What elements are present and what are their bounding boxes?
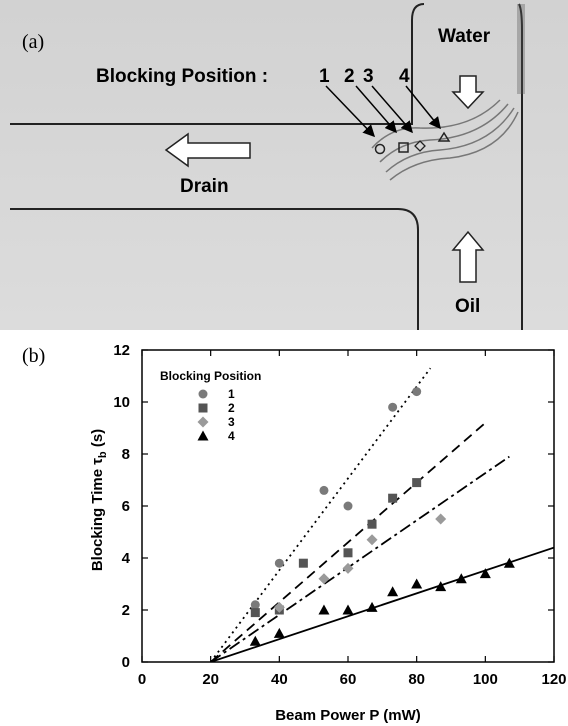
y-tick-label: 10 [113, 394, 130, 411]
data-point-series-3 [342, 562, 354, 574]
fit-line-series-2 [210, 422, 486, 662]
y-axis-label-unit: (s) [89, 429, 106, 452]
blocking-position-markers [374, 131, 451, 155]
position-label-4: 4 [399, 66, 410, 87]
panel-b-label: (b) [22, 345, 45, 367]
legend-label-series-4: 4 [228, 429, 235, 443]
data-point-series-4 [318, 604, 330, 615]
data-point-series-4 [249, 635, 261, 646]
y-tick-label: 8 [122, 446, 130, 463]
data-markers [249, 387, 515, 646]
y-axis-label: Blocking Time τb (s) [89, 429, 109, 571]
x-tick-label: 60 [340, 671, 357, 688]
data-point-series-1 [250, 600, 260, 610]
panel-a-label: (a) [22, 31, 44, 53]
position-3-diamond-marker [414, 140, 426, 152]
position-2-square-marker [398, 142, 409, 153]
data-point-series-2 [388, 493, 398, 503]
data-point-series-2 [367, 519, 377, 529]
data-point-series-1 [319, 485, 329, 495]
position-4-triangle-marker [437, 131, 451, 142]
data-point-series-2 [343, 548, 353, 558]
y-tick-label: 6 [122, 498, 130, 515]
data-point-series-1 [343, 501, 353, 511]
y-tick-label: 0 [122, 654, 130, 671]
oil-up-arrow [451, 230, 485, 283]
data-point-series-4 [342, 604, 354, 615]
fit-lines [209, 367, 554, 662]
legend-marker-series-4 [197, 430, 209, 441]
position-pointer-arrows [325, 85, 441, 138]
y-tick-label: 12 [113, 342, 130, 359]
x-tick-label: 0 [138, 671, 146, 688]
y-tick-label: 2 [122, 602, 130, 619]
drain-left-arrow [164, 132, 251, 168]
data-point-series-4 [387, 586, 399, 597]
data-point-series-1 [388, 402, 398, 412]
data-point-series-1 [412, 387, 422, 397]
x-tick-label: 40 [271, 671, 288, 688]
data-point-series-2 [298, 558, 308, 568]
position-label-2: 2 [344, 66, 355, 87]
data-point-series-4 [479, 568, 491, 579]
droplet-interfaces [371, 99, 519, 181]
data-point-series-4 [366, 601, 378, 612]
legend-marker-series-1 [198, 389, 208, 399]
water-down-arrow [451, 75, 485, 110]
x-tick-label: 20 [202, 671, 219, 688]
y-tick-label: 4 [122, 550, 131, 567]
fit-line-series-3 [210, 455, 510, 662]
data-point-series-4 [411, 578, 423, 589]
position-1-circle-marker [374, 143, 386, 155]
data-point-series-3 [273, 601, 285, 613]
data-point-series-4 [503, 557, 515, 568]
fit-line-series-4 [210, 546, 554, 662]
legend-marker-series-3 [197, 416, 209, 428]
oil-label: Oil [455, 296, 480, 317]
position-label-3: 3 [363, 66, 374, 87]
data-point-series-4 [273, 627, 285, 638]
data-point-series-4 [455, 573, 467, 584]
legend-title: Blocking Position [160, 369, 261, 383]
y-axis-label-subscript: b [97, 451, 109, 458]
position-label-1: 1 [319, 66, 330, 87]
blocking-position-title: Blocking Position : [96, 66, 268, 87]
axes [141, 349, 555, 663]
x-axis-label: Beam Power P (mW) [275, 707, 421, 724]
x-tick-label: 100 [473, 671, 498, 688]
microfluidic-photo: (a) Blocking Position : 1 2 3 4 Water Dr… [0, 0, 568, 330]
channel-walls [10, 3, 523, 330]
water-label: Water [438, 26, 491, 47]
y-axis-label-main: Blocking Time τ [89, 458, 106, 571]
x-tick-label: 120 [541, 671, 566, 688]
x-tick-label: 80 [408, 671, 425, 688]
data-point-series-3 [318, 573, 330, 585]
data-point-series-2 [250, 608, 260, 618]
legend-label-series-2: 2 [228, 401, 235, 415]
legend-label-series-3: 3 [228, 415, 235, 429]
drain-label: Drain [180, 176, 229, 197]
data-point-series-3 [366, 534, 378, 546]
data-point-series-2 [412, 478, 422, 488]
data-point-series-3 [435, 513, 447, 525]
data-point-series-1 [274, 558, 284, 568]
legend-marker-series-2 [198, 403, 208, 413]
data-point-series-4 [435, 581, 447, 592]
fit-line-series-1 [209, 367, 432, 662]
legend-label-series-1: 1 [228, 387, 235, 401]
